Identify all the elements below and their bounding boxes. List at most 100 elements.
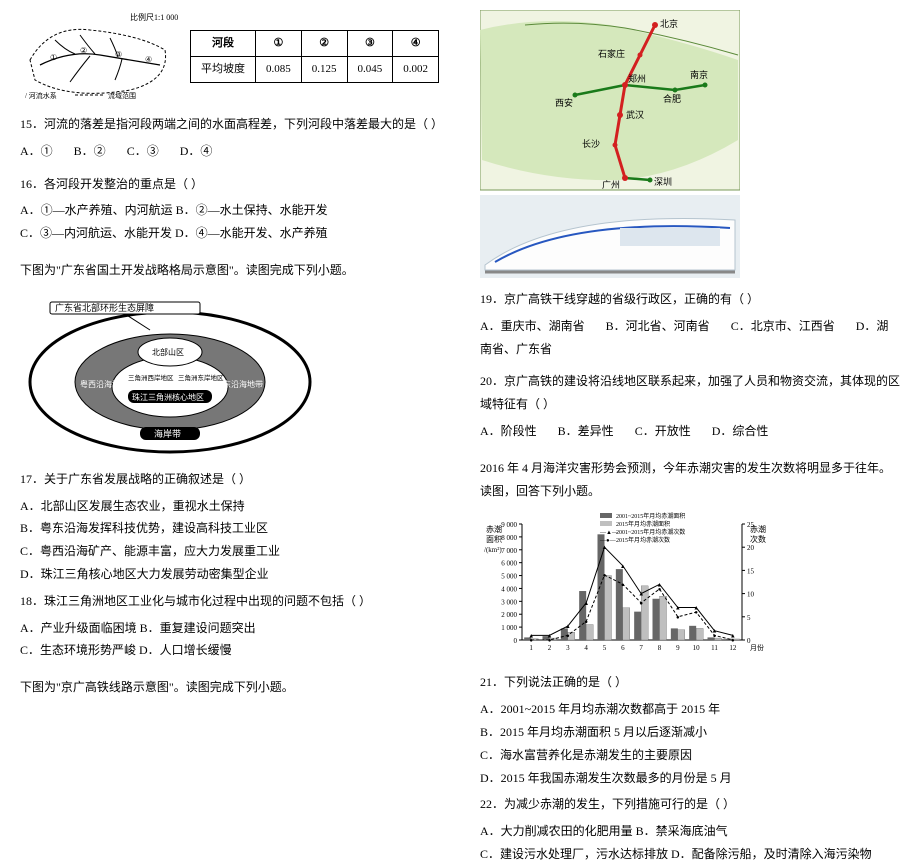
svg-text:4 000: 4 000 (501, 586, 517, 594)
svg-text:—●—: —●— (599, 538, 617, 544)
svg-text:赤潮: 赤潮 (750, 524, 766, 534)
svg-text:2015年月均赤潮面积: 2015年月均赤潮面积 (616, 520, 670, 528)
svg-text:5: 5 (747, 614, 751, 622)
q21-a: A．2001~2015 年月均赤潮次数都高于 2015 年 (480, 698, 900, 721)
q21-b: B．2015 年月均赤潮面积 5 月以后逐渐减小 (480, 721, 900, 744)
svg-text:北部山区: 北部山区 (152, 347, 184, 357)
left-column: 比例尺1:1 000 000 ① ② ③ ④ / 河流水系 流域范围 河段 ① (0, 0, 460, 651)
svg-text:●: ● (529, 638, 533, 644)
svg-text:3: 3 (566, 644, 570, 652)
q22-cd: C．建设污水处理厂，污水达标排放 D．配备除污船，及时清除入海污染物 (480, 843, 900, 866)
svg-text:●: ● (676, 615, 680, 621)
scale-label: 比例尺1:1 000 000 (130, 12, 180, 22)
svg-text:④: ④ (145, 55, 152, 64)
svg-text:长沙: 长沙 (582, 138, 600, 149)
river-map: 比例尺1:1 000 000 ① ② ③ ④ / 河流水系 流域范围 (20, 10, 180, 105)
right-column: 北京 石家庄 郑州 西安 合肥 南京 武汉 长沙 广州 深圳 19．京广高铁干线… (460, 0, 920, 651)
svg-text:●: ● (566, 634, 570, 640)
svg-text:●: ● (603, 573, 607, 579)
svg-text:9 000: 9 000 (501, 521, 517, 529)
svg-text:武汉: 武汉 (626, 109, 644, 120)
svg-text:2: 2 (548, 644, 552, 652)
svg-text:▲: ▲ (565, 624, 571, 630)
svg-text:9: 9 (676, 644, 680, 652)
svg-text:●: ● (584, 620, 588, 626)
svg-text:1: 1 (529, 644, 533, 652)
svg-text:6: 6 (621, 644, 625, 652)
svg-text:/ 河流水系: / 河流水系 (25, 91, 57, 100)
svg-text:10: 10 (693, 644, 701, 652)
q16: 16．各河段开发整治的重点是（ ） (20, 173, 440, 196)
svg-text:●: ● (694, 611, 698, 617)
q17-c: C．粤西沿海矿产、能源丰富，应大力发展重工业 (20, 540, 440, 563)
svg-text:北京: 北京 (660, 18, 678, 29)
svg-text:③: ③ (115, 50, 122, 59)
svg-text:20: 20 (747, 545, 755, 553)
q17-a: A．北部山区发展生态农业，重视水土保持 (20, 495, 440, 518)
gradient-table: 河段 ① ② ③ ④ 平均坡度 0.085 0.125 0.045 0.002 (190, 30, 439, 83)
svg-text:15: 15 (747, 568, 755, 576)
svg-text:广州: 广州 (602, 179, 620, 190)
svg-text:三角洲东岸地区: 三角洲东岸地区 (178, 373, 224, 382)
svg-text:2001~2015年月均赤潮面积: 2001~2015年月均赤潮面积 (616, 512, 685, 520)
svg-text:▲: ▲ (583, 601, 589, 607)
svg-text:5 000: 5 000 (501, 573, 517, 581)
svg-text:7 000: 7 000 (501, 547, 517, 555)
svg-text:8: 8 (658, 644, 662, 652)
svg-text:深圳: 深圳 (654, 177, 672, 187)
th-section: 河段 (191, 31, 256, 57)
q20-opts: A．阶段性 B．差异性 C．开放性 D．综合性 (480, 420, 900, 443)
svg-text:8 000: 8 000 (501, 534, 517, 542)
svg-text:合肥: 合肥 (663, 93, 681, 104)
q17-d: D．珠江三角核心地区大力发展劳动密集型企业 (20, 563, 440, 586)
svg-text:10: 10 (747, 591, 755, 599)
svg-text:南京: 南京 (690, 69, 708, 80)
q21-d: D．2015 年我国赤潮发生次数最多的月份是 5 月 (480, 767, 900, 790)
svg-text:●: ● (621, 583, 625, 589)
svg-text:石家庄: 石家庄 (598, 48, 625, 59)
q22: 22．为减少赤潮的发生，下列措施可行的是（ ） (480, 793, 900, 816)
q21-c: C．海水富营养化是赤潮发生的主要原因 (480, 744, 900, 767)
svg-text:/(km²): /(km²) (484, 546, 502, 554)
q22-ab: A．大力削减农田的化肥用量 B．禁采海底油气 (480, 820, 900, 843)
svg-text:▲: ▲ (675, 606, 681, 612)
svg-text:②: ② (80, 46, 87, 55)
q19: 19．京广高铁干线穿越的省级行政区，正确的有（ ） (480, 288, 900, 311)
svg-text:12: 12 (729, 644, 737, 652)
redtide-chart: 01 0002 0003 0004 0005 0006 0007 0008 00… (480, 512, 780, 667)
svg-text:珠江三角洲核心地区: 珠江三角洲核心地区 (132, 392, 204, 402)
q17: 17．关于广东省发展战略的正确叙述是（ ） (20, 468, 440, 491)
fig3-caption: 下图为"京广高铁线路示意图"。读图完成下列小题。 (20, 676, 440, 699)
q16-opt-c: C．③—内河航运、水能开发 D．④—水能开发、水产养殖 (20, 222, 440, 245)
svg-text:月份: 月份 (750, 643, 764, 652)
svg-text:2001~2015年月均赤潮次数: 2001~2015年月均赤潮次数 (616, 528, 685, 536)
svg-text:海岸带: 海岸带 (154, 428, 181, 439)
svg-text:面积: 面积 (486, 534, 502, 544)
svg-text:流域范围: 流域范围 (108, 91, 136, 100)
svg-text:赤潮: 赤潮 (486, 524, 502, 534)
svg-text:①: ① (50, 53, 57, 62)
q15-opts: A．① B．② C．③ D．④ (20, 140, 440, 163)
svg-text:▲: ▲ (620, 564, 626, 570)
svg-text:郑州: 郑州 (628, 73, 646, 84)
svg-text:3 000: 3 000 (501, 599, 517, 607)
svg-text:6 000: 6 000 (501, 560, 517, 568)
svg-text:●: ● (658, 587, 662, 593)
river-figure-row: 比例尺1:1 000 000 ① ② ③ ④ / 河流水系 流域范围 河段 ① (20, 10, 440, 105)
svg-text:广东省北部环形生态屏障: 广东省北部环形生态屏障 (55, 302, 154, 313)
svg-text:粤西沿海地带: 粤西沿海地带 (80, 379, 128, 389)
svg-text:●: ● (548, 638, 552, 644)
q20: 20．京广高铁的建设将沿线地区联系起来，加强了人员和物资交流，其体现的区域特征有… (480, 370, 900, 416)
q15: 15．河流的落差是指河段两端之间的水面高程差，下列河段中落差最大的是（ ） (20, 113, 440, 136)
svg-text:三角洲西岸地区: 三角洲西岸地区 (128, 373, 174, 382)
row-label: 平均坡度 (191, 56, 256, 82)
svg-text:▲: ▲ (602, 546, 608, 552)
q16-opt-a: A．①—水产养殖、内河航运 B．②—水土保持、水能开发 (20, 199, 440, 222)
q17-b: B．粤东沿海发挥科技优势，建设高科技工业区 (20, 517, 440, 540)
svg-text:5: 5 (603, 644, 607, 652)
guangdong-diagram: 广东省北部环形生态屏障 北部山区 粤西沿海地带 粤东沿海地带 三角洲西岸地区 三… (20, 292, 320, 462)
svg-text:●: ● (713, 634, 717, 640)
svg-text:▲: ▲ (638, 592, 644, 598)
fig2-caption: 下图为"广东省国土开发战略格局示意图"。读图完成下列小题。 (20, 259, 440, 282)
svg-text:11: 11 (711, 644, 718, 652)
